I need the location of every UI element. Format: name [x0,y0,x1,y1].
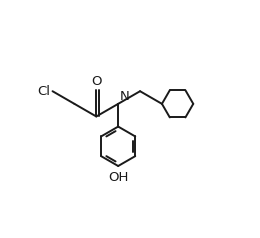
Text: Cl: Cl [37,85,50,98]
Text: OH: OH [108,171,128,184]
Text: N: N [119,89,129,103]
Text: O: O [91,75,102,88]
